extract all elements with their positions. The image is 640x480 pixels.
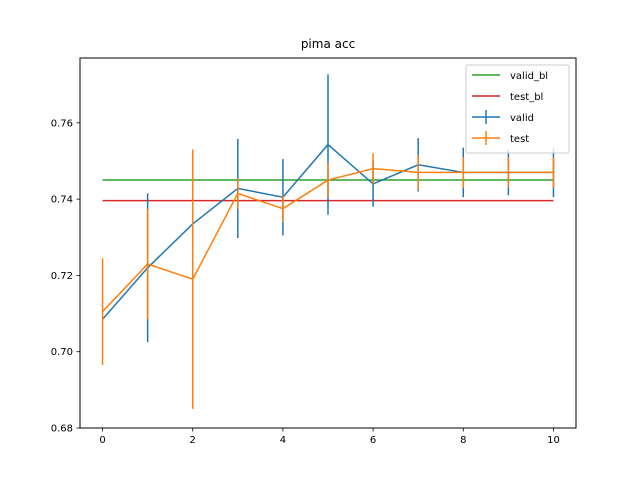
y-tick-label: 0.76 (51, 118, 73, 129)
x-tick-label: 0 (99, 435, 105, 446)
plot-area (101, 74, 555, 409)
legend-box (465, 64, 570, 154)
x-tick-label: 8 (460, 435, 466, 446)
x-tick-label: 4 (280, 435, 286, 446)
axes-frame (79, 57, 577, 429)
legend-label-valid: valid (510, 113, 534, 124)
x-tick-label: 10 (547, 435, 560, 446)
y-tick-label: 0.68 (51, 424, 73, 435)
legend-label-test-bl: test_bl (510, 92, 543, 103)
y-tick-label: 0.72 (51, 271, 73, 282)
y-axis: 0.68 0.70 0.72 0.74 0.76 (51, 118, 80, 435)
x-tick-label: 6 (370, 435, 376, 446)
y-tick-label: 0.74 (51, 195, 73, 206)
x-axis: 0 2 4 6 8 10 (99, 428, 560, 446)
y-tick-label: 0.70 (51, 347, 73, 358)
chart-title: pima acc (301, 37, 355, 51)
x-tick-label: 2 (190, 435, 196, 446)
legend-label-test: test (510, 134, 529, 145)
legend-label-valid-bl: valid_bl (510, 71, 548, 82)
